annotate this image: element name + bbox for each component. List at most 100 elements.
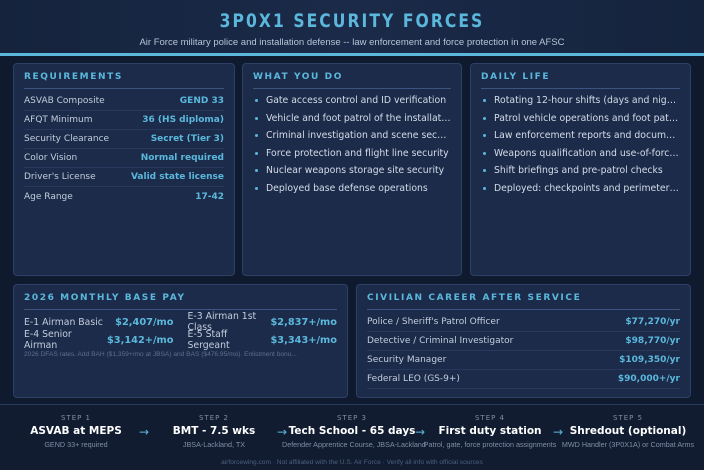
salary-value: $109,350/yr	[619, 355, 680, 365]
salary-value: $77,270/yr	[625, 317, 680, 327]
requirement-row: Security Clearance Secret (Tier 3)	[24, 130, 224, 149]
requirement-value: Valid state license	[130, 172, 224, 182]
bullet-icon	[255, 116, 258, 120]
salary-value: $98,770/yr	[625, 336, 680, 346]
page-title: 3P0X1 SECURITY FORCES	[219, 10, 485, 32]
pay-value: $3,142+/mo	[106, 334, 174, 346]
list-item: Deployed base defense operations	[253, 180, 451, 198]
step-title: ASVAB at MEPS	[30, 425, 122, 437]
step-4: STEP 4 First duty station Patrol, gate, …	[420, 414, 560, 449]
requirement-label: Color Vision	[24, 153, 78, 163]
pay-note: 2026 DFAS rates. Add BAH ($1,359+/mo at …	[24, 351, 297, 358]
pay-row: E-5 Staff Sergeant $3,343+/mo	[188, 329, 338, 351]
step-subtitle: GEND 33+ required	[44, 440, 108, 449]
bullet-icon	[255, 99, 258, 103]
page-header: 3P0X1 SECURITY FORCES Air Force military…	[0, 0, 704, 56]
career-row: Police / Sheriff's Patrol Officer $77,270…	[367, 313, 680, 332]
requirements-panel: REQUIREMENTS ASVAB Composite GEND 33 AFQT…	[13, 63, 235, 276]
list-item: Deployed: checkpoints and perimeter d...	[481, 180, 680, 198]
requirement-label: AFQT Minimum	[24, 115, 93, 125]
list-item: Rotating 12-hour shifts (days and nights…	[481, 92, 680, 110]
step-2: STEP 2 BMT - 7.5 wks JBSA-Lackland, TX	[144, 414, 284, 449]
requirement-value: Secret (Tier 3)	[150, 134, 224, 144]
step-number: STEP 1	[60, 414, 92, 422]
panel-title: WHAT YOU DO	[253, 72, 451, 89]
career-row: Detective / Criminal Investigator $98,770…	[367, 332, 680, 351]
page-subtitle: Air Force military police and installati…	[139, 37, 565, 48]
requirement-row: Age Range 17-42	[24, 187, 224, 206]
rank-label: E-3 Airman 1st Class	[187, 311, 257, 333]
step-subtitle: Patrol, gate, force protection assignmen…	[423, 440, 557, 449]
panel-title: REQUIREMENTS	[24, 72, 224, 89]
career-row: Federal LEO (GS-9+) $90,000+/yr	[367, 370, 680, 389]
step-title: First duty station	[438, 425, 542, 437]
daily-life-list: Rotating 12-hour shifts (days and nights…	[481, 92, 680, 197]
panel-title: 2026 MONTHLY BASE PAY	[24, 293, 337, 310]
footer-disclaimer: airforcewing.com · Not affiliated with t…	[221, 459, 483, 466]
bullet-icon	[483, 116, 486, 120]
duties-list: Gate access control and ID verification …	[253, 92, 451, 197]
bullet-icon	[255, 186, 258, 190]
career-label: Police / Sheriff's Patrol Officer	[367, 317, 500, 327]
career-label: Security Manager	[367, 355, 447, 365]
base-pay-panel: 2026 MONTHLY BASE PAY E-1 Airman Basic $2…	[13, 284, 348, 398]
requirement-label: Age Range	[24, 191, 73, 202]
rank-label: E-1 Airman Basic	[24, 316, 103, 328]
requirement-label: Security Clearance	[24, 134, 110, 144]
list-item: Patrol vehicle operations and foot patro…	[481, 110, 680, 128]
requirement-value: 17-42	[195, 191, 224, 202]
career-path-steps: STEP 1 ASVAB at MEPS GEND 33+ required →…	[0, 404, 704, 470]
list-item: Vehicle and foot patrol of the installat…	[253, 110, 451, 128]
requirement-label: ASVAB Composite	[24, 96, 105, 106]
step-number: STEP 5	[612, 414, 644, 422]
step-number: STEP 4	[474, 414, 506, 422]
step-1: STEP 1 ASVAB at MEPS GEND 33+ required	[6, 414, 146, 449]
requirement-row: AFQT Minimum 36 (HS diploma)	[24, 111, 224, 130]
requirement-row: Driver's License Valid state license	[24, 168, 224, 187]
bullet-icon	[255, 134, 258, 138]
what-you-do-panel: WHAT YOU DO Gate access control and ID v…	[242, 63, 462, 276]
daily-life-panel: DAILY LIFE Rotating 12-hour shifts (days…	[470, 63, 691, 276]
rank-label: E-4 Senior Airman	[24, 329, 72, 351]
step-title: Shredout (optional)	[569, 425, 687, 437]
list-item: Shift briefings and pre-patrol checks	[481, 162, 680, 180]
bullet-icon	[483, 99, 486, 103]
list-item: Criminal investigation and scene securit…	[253, 127, 451, 145]
career-row: Security Manager $109,350/yr	[367, 351, 680, 370]
requirement-row: Color Vision Normal required	[24, 149, 224, 168]
step-title: BMT - 7.5 wks	[172, 425, 256, 437]
step-number: STEP 3	[336, 414, 368, 422]
bullet-icon	[483, 186, 486, 190]
requirement-label: Driver's License	[24, 172, 96, 182]
bullet-icon	[483, 151, 486, 155]
step-number: STEP 2	[198, 414, 230, 422]
requirement-value: 36 (HS diploma)	[142, 115, 224, 125]
step-subtitle: Defender Apprentice Course, JBSA-Lacklan…	[282, 440, 426, 449]
arrow-right-icon: →	[139, 425, 150, 439]
pay-value: $2,407/mo	[115, 316, 174, 328]
bullet-icon	[255, 151, 258, 155]
salary-value: $90,000+/yr	[617, 374, 680, 384]
step-title: Tech School - 65 days	[288, 425, 416, 437]
requirement-row: ASVAB Composite GEND 33	[24, 92, 224, 111]
career-label: Detective / Criminal Investigator	[367, 336, 514, 346]
list-item: Force protection and flight line securit…	[253, 145, 451, 163]
arrow-right-icon: →	[553, 425, 564, 439]
bullet-icon	[483, 169, 486, 173]
step-subtitle: MWD Handler (3P0X1A) or Combat Arms	[561, 440, 695, 449]
requirement-value: GEND 33	[179, 96, 224, 106]
pay-row: E-3 Airman 1st Class $2,837+/mo	[187, 311, 338, 333]
pay-row: E-1 Airman Basic $2,407/mo	[24, 313, 174, 331]
pay-value: $2,837+/mo	[270, 316, 337, 328]
step-subtitle: JBSA-Lackland, TX	[182, 440, 246, 449]
pay-value: $3,343+/mo	[270, 334, 337, 346]
pay-row: E-4 Senior Airman $3,142+/mo	[24, 329, 174, 351]
career-label: Federal LEO (GS-9+)	[367, 374, 460, 384]
step-3: STEP 3 Tech School - 65 days Defender Ap…	[282, 414, 426, 449]
list-item: Nuclear weapons storage site security	[253, 162, 451, 180]
list-item: Weapons qualification and use-of-force .…	[481, 145, 680, 163]
arrow-right-icon: →	[277, 425, 288, 439]
panel-title: CIVILIAN CAREER AFTER SERVICE	[367, 293, 680, 310]
list-item: Gate access control and ID verification	[253, 92, 451, 110]
arrow-right-icon: →	[415, 425, 426, 439]
